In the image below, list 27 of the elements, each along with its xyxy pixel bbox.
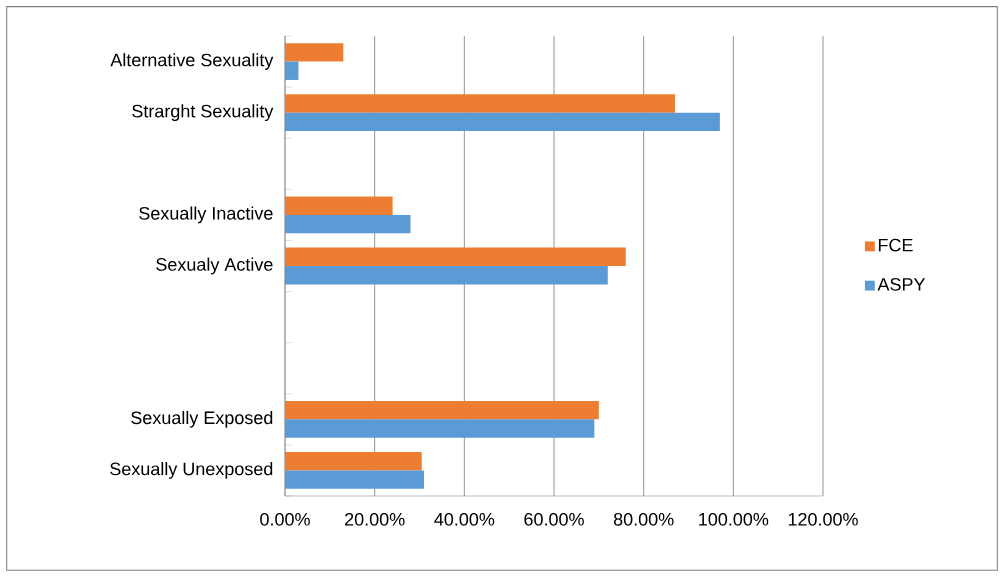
legend-label: ASPY xyxy=(877,278,926,291)
x-tick-label: 120.00% xyxy=(788,512,858,526)
y-tick-label: Sexualy Active xyxy=(156,257,273,275)
bar xyxy=(285,61,299,80)
bar xyxy=(285,452,422,471)
x-tick-label: 0.00% xyxy=(260,512,310,526)
x-tick-label: 20.00% xyxy=(345,512,405,526)
x-tick-label: 40.00% xyxy=(434,512,495,526)
bar xyxy=(285,470,424,489)
bar xyxy=(285,265,608,285)
y-tick-label: Strarght Sexuality xyxy=(132,104,274,122)
y-tick-label: Alternative Sexuality xyxy=(110,53,274,70)
bar xyxy=(285,43,344,62)
bar xyxy=(285,214,411,234)
bar xyxy=(285,247,626,266)
bar xyxy=(285,112,720,132)
y-tick-label: Sexually Unexposed xyxy=(110,462,273,479)
y-tick-label: Sexually Inactive xyxy=(139,206,273,224)
legend-label: FCE xyxy=(878,238,913,252)
bar xyxy=(285,196,393,215)
y-tick-label: Sexually Exposed xyxy=(131,410,273,428)
x-tick-label: 100.00% xyxy=(699,512,769,526)
x-tick-label: 80.00% xyxy=(613,512,674,526)
bar xyxy=(285,400,599,420)
bar xyxy=(285,419,595,438)
bar xyxy=(285,94,676,113)
x-tick-label: 60.00% xyxy=(524,512,584,526)
